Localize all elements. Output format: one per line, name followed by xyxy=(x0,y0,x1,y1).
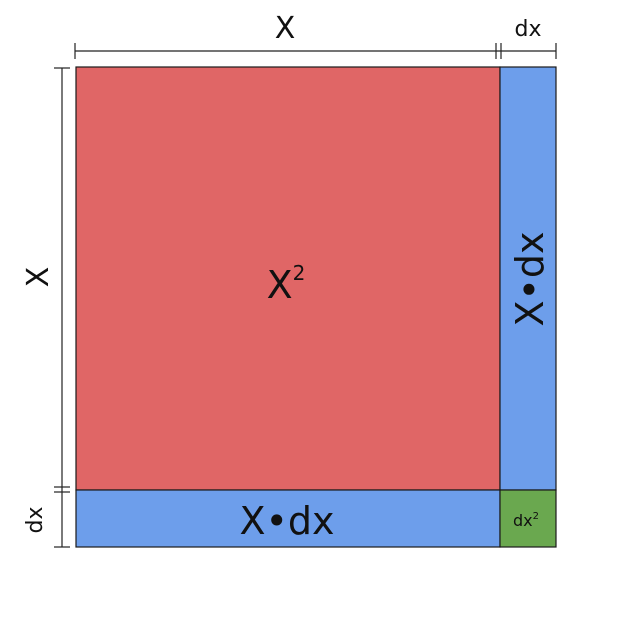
left-dx-label: dx xyxy=(23,507,48,534)
dx-squared-region xyxy=(499,489,557,548)
top-x-label: X xyxy=(275,11,296,46)
top-dimension: X dx xyxy=(74,11,557,59)
left-x-label: X xyxy=(21,267,56,288)
top-dx-label: dx xyxy=(515,17,542,42)
left-dimension: X dx xyxy=(21,67,70,548)
x-squared-region xyxy=(75,66,501,491)
right-strip-region xyxy=(499,66,557,491)
bottom-strip-region xyxy=(75,489,501,548)
right-strip-label: X•dx xyxy=(508,231,552,326)
dx-squared-label: dx2 xyxy=(513,511,539,530)
bottom-strip-label: X•dx xyxy=(239,499,334,543)
x-squared-label: X2 xyxy=(267,261,306,307)
